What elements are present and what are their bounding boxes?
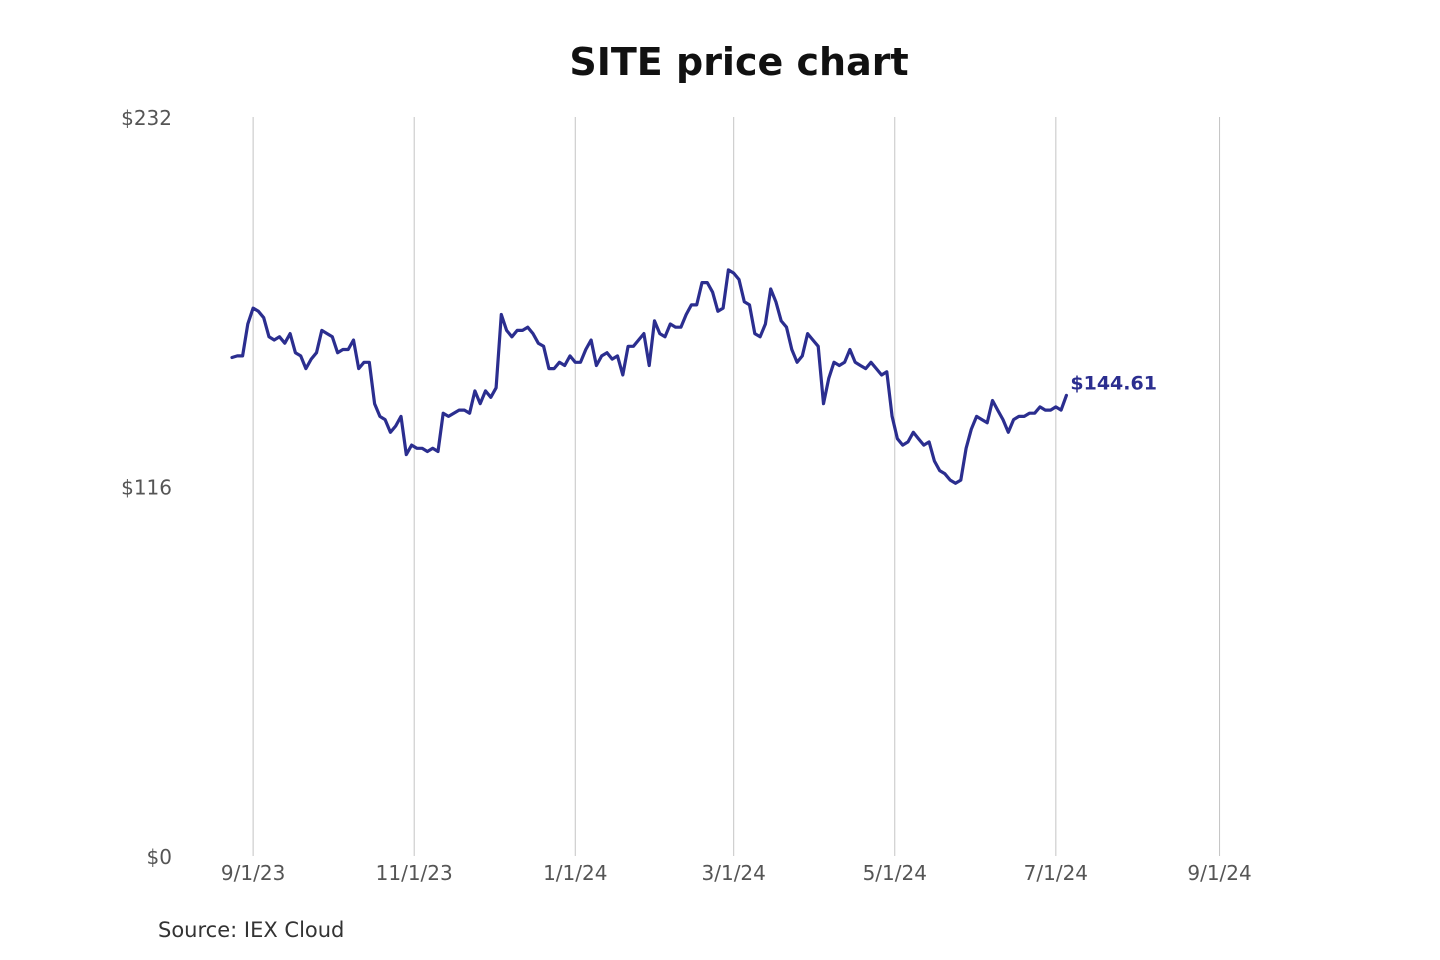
chart-title: SITE price chart — [569, 40, 909, 84]
y-tick-label: $0 — [147, 845, 172, 869]
x-axis: 9/1/23 11/1/23 1/1/24 3/1/24 5/1/24 7/1/24 9/1… — [221, 861, 1252, 885]
x-tick-label: 5/1/24 — [863, 861, 927, 885]
x-tick-label: 7/1/24 — [1024, 861, 1088, 885]
source-note: Source: IEX Cloud — [158, 918, 345, 942]
y-tick-label: $116 — [121, 476, 172, 500]
y-axis: $232 $116 $0 — [121, 106, 172, 869]
y-tick-label: $232 — [121, 106, 172, 130]
x-tick-label: 11/1/23 — [376, 861, 453, 885]
end-label-layer: $144.61 — [1070, 372, 1157, 394]
series-layer — [230, 268, 1069, 485]
x-tick-label: 1/1/24 — [543, 861, 607, 885]
grid-lines — [252, 117, 1221, 856]
last-price-label: $144.61 — [1070, 372, 1157, 394]
x-tick-label: 3/1/24 — [702, 861, 766, 885]
price-line — [230, 268, 1069, 485]
x-tick-label: 9/1/23 — [221, 861, 285, 885]
x-tick-label: 9/1/24 — [1187, 861, 1251, 885]
